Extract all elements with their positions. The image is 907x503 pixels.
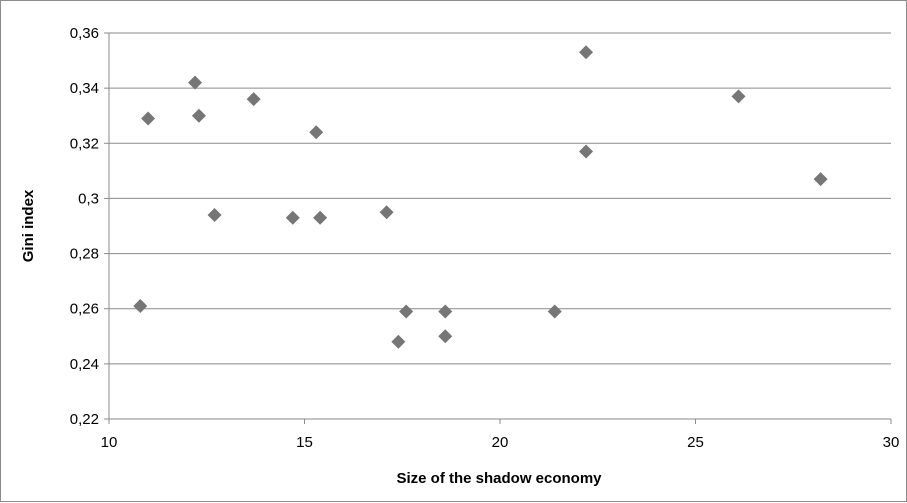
data-point [207,207,222,222]
data-point [579,45,594,60]
y-tick-labels: 0,22 0,24 0,26 0,28 0,3 0,32 0,34 0,36 [70,25,99,428]
data-point [438,329,453,344]
y-tick-label: 0,24 [70,356,99,373]
x-tick-label: 10 [101,434,118,451]
x-tick-labels: 10 15 20 25 30 [101,434,900,451]
y-tick-label: 0,28 [70,246,99,263]
x-tick-label: 30 [883,434,900,451]
data-point [379,205,394,220]
data-point [246,92,261,107]
y-tick-label: 0,22 [70,411,99,428]
x-axis-title: Size of the shadow economy [396,470,602,487]
data-point [438,304,453,319]
y-tick-label: 0,32 [70,135,99,152]
y-tick-label: 0,34 [70,80,99,97]
grid-lines [109,32,891,365]
data-point [285,210,300,225]
x-tick-label: 25 [687,434,704,451]
y-tick-label: 0,36 [70,25,99,42]
data-point [813,172,828,187]
data-point [141,111,156,126]
y-tick-label: 0,26 [70,301,99,318]
data-point [191,108,206,123]
y-axis-title: Gini index [20,189,37,262]
data-point [313,210,328,225]
data-point [579,144,594,159]
data-point [188,75,203,90]
x-tick-label: 15 [296,434,313,451]
axes [104,32,892,424]
x-tick-label: 20 [492,434,509,451]
data-point [133,298,148,313]
data-point [547,304,562,319]
y-tick-label: 0,3 [78,190,99,207]
data-point [399,304,414,319]
data-point [309,125,324,140]
data-point [731,89,746,104]
data-point [391,334,406,349]
data-points [133,45,828,349]
